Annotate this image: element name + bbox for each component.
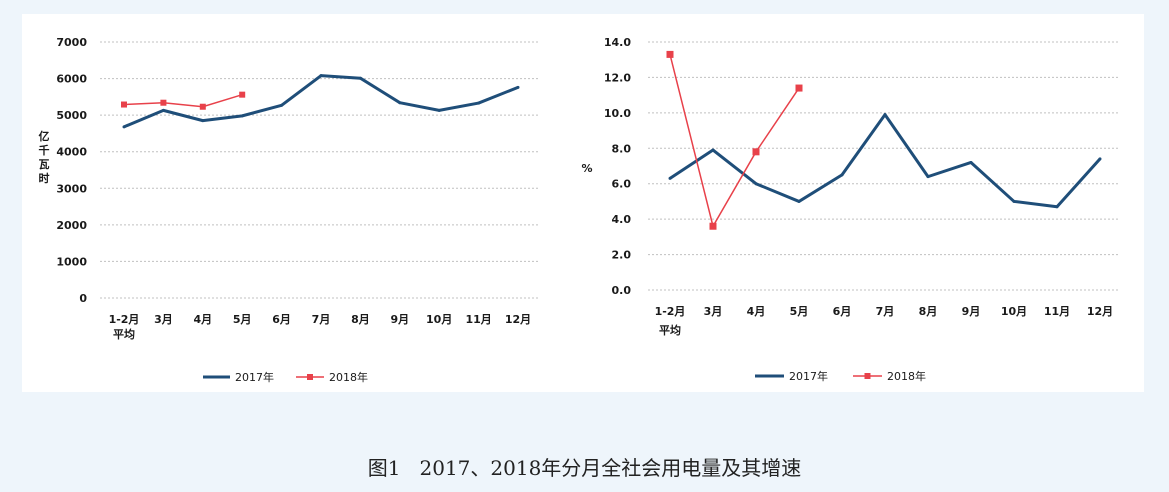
- y-tick-label: 2.0: [612, 249, 632, 262]
- x-tick-label: 7月: [876, 305, 895, 318]
- legend-label-2017: 2017年: [789, 369, 828, 383]
- y-tick-label: 12.0: [604, 71, 631, 84]
- x-tick-label: 6月: [833, 305, 852, 318]
- series-line-2018: [123, 93, 243, 108]
- data-point-2017: [240, 114, 244, 118]
- data-point-2018: [239, 91, 246, 98]
- y-axis-label: 千: [39, 143, 50, 157]
- data-point-2018: [199, 103, 206, 110]
- x-tick-label: 11月: [465, 313, 491, 326]
- y-tick-label: 7000: [56, 36, 87, 49]
- y-tick-label: 5000: [56, 109, 87, 122]
- data-point-2018: [121, 101, 127, 108]
- x-tick-label: 平均: [113, 327, 135, 341]
- data-point-2017: [398, 101, 402, 105]
- data-point-2017: [926, 175, 930, 179]
- data-point-2018: [752, 148, 760, 156]
- y-tick-label: 8.0: [612, 142, 632, 155]
- x-tick-label: 9月: [962, 305, 981, 318]
- data-point-2017: [201, 119, 205, 123]
- data-point-2017: [668, 176, 672, 180]
- data-point-2017: [1012, 199, 1016, 203]
- data-point-2017: [883, 113, 887, 117]
- data-point-2017: [437, 108, 441, 112]
- y-axis-label: %: [581, 162, 592, 175]
- data-point-2017: [1055, 205, 1059, 209]
- data-point-2018: [666, 50, 674, 58]
- data-point-2017: [711, 148, 715, 152]
- x-tick-label: 4月: [193, 313, 212, 326]
- series-line-2017: [669, 113, 1102, 209]
- data-point-2018: [160, 99, 167, 106]
- x-tick-label: 10月: [1001, 305, 1027, 318]
- legend-marker-2018: [864, 373, 871, 379]
- x-tick-label: 5月: [233, 313, 252, 326]
- series-line-2018: [669, 54, 800, 229]
- y-axis-label: 瓦: [39, 158, 50, 171]
- y-tick-label: 0.0: [612, 284, 632, 297]
- x-tick-label: 1-2月: [109, 313, 140, 326]
- x-tick-label: 8月: [919, 305, 938, 318]
- y-tick-label: 6000: [56, 73, 87, 86]
- x-tick-label: 3月: [704, 305, 723, 318]
- x-tick-label: 3月: [154, 313, 173, 326]
- x-tick-label: 10月: [426, 313, 452, 326]
- x-tick-label: 11月: [1044, 305, 1070, 318]
- y-tick-label: 14.0: [604, 36, 631, 49]
- x-tick-label: 12月: [505, 313, 531, 326]
- x-tick-label: 8月: [351, 313, 370, 326]
- data-point-2017: [477, 101, 481, 105]
- data-point-2017: [969, 160, 973, 164]
- y-tick-label: 4000: [56, 146, 87, 159]
- data-point-2017: [319, 74, 323, 78]
- data-point-2017: [280, 103, 284, 107]
- y-axis-label: 亿: [39, 129, 50, 143]
- data-point-2017: [840, 173, 844, 177]
- y-axis-label: 时: [39, 171, 50, 185]
- x-tick-label: 6月: [272, 313, 291, 326]
- y-tick-label: 2000: [56, 219, 87, 232]
- data-point-2017: [797, 199, 801, 203]
- y-tick-label: 1000: [56, 255, 87, 268]
- x-tick-label: 1-2月: [655, 305, 686, 318]
- data-point-2017: [1098, 157, 1102, 161]
- x-tick-label: 7月: [312, 313, 331, 326]
- data-point-2017: [161, 108, 165, 112]
- y-tick-label: 6.0: [612, 178, 632, 191]
- x-tick-label: 12月: [1087, 305, 1113, 318]
- legend-label-2018: 2018年: [887, 369, 926, 383]
- legend-label-2018: 2018年: [329, 370, 368, 384]
- legend-marker-2018: [307, 374, 313, 380]
- y-tick-label: 3000: [56, 182, 87, 195]
- x-tick-label: 4月: [747, 305, 766, 318]
- data-point-2017: [516, 85, 520, 89]
- data-point-2018: [709, 222, 717, 230]
- data-point-2017: [754, 182, 758, 186]
- y-tick-label: 4.0: [612, 213, 632, 226]
- legend-label-2017: 2017年: [235, 370, 274, 384]
- x-tick-label: 5月: [790, 305, 809, 318]
- y-tick-label: 10.0: [604, 107, 631, 120]
- data-point-2018: [795, 84, 803, 92]
- figure-caption: 图1 2017、2018年分月全社会用电量及其增速: [367, 456, 802, 480]
- x-tick-label: 平均: [659, 323, 681, 337]
- data-point-2017: [122, 125, 126, 129]
- y-tick-label: 0: [79, 292, 87, 305]
- x-tick-label: 9月: [390, 313, 409, 326]
- data-point-2017: [358, 76, 362, 80]
